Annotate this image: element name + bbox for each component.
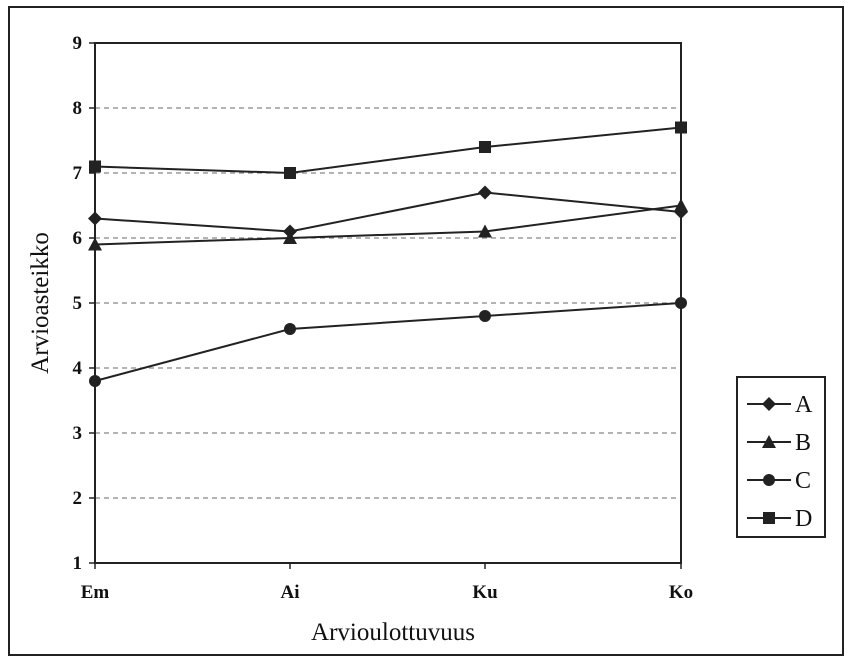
- y-tick-label-3: 3: [73, 423, 83, 444]
- series-line-D: [94, 126, 682, 175]
- legend-label-D: D: [795, 506, 812, 532]
- point-A-Ku: [478, 185, 492, 200]
- legend-item-B: B: [747, 430, 811, 456]
- y-axis-ticks: 1 2 3 4 5 6 7 8 9: [73, 33, 95, 574]
- point-B-Em: [88, 237, 102, 251]
- point-B-Ai: [283, 231, 297, 244]
- point-D-Ku: [479, 141, 491, 153]
- point-D-Ai: [284, 167, 296, 179]
- legend-marker-C: [763, 474, 775, 486]
- legend-label-C: C: [795, 468, 811, 494]
- y-tick-label-9: 9: [73, 33, 83, 54]
- series-D: [89, 121, 687, 179]
- series-C: [89, 297, 687, 387]
- series-line-B: [94, 204, 682, 246]
- point-B-Ku: [478, 224, 492, 238]
- legend-marker-D: [763, 512, 775, 524]
- gridlines: [95, 107, 681, 499]
- legend-label-B: B: [795, 430, 811, 456]
- point-C-Ku: [479, 310, 491, 322]
- y-tick-label-7: 7: [73, 163, 83, 184]
- point-B-Ko: [674, 198, 688, 212]
- point-C-Ai: [284, 323, 296, 335]
- y-tick-label-1: 1: [73, 553, 83, 574]
- y-tick-label-5: 5: [73, 293, 83, 314]
- legend-label-A: A: [795, 392, 813, 418]
- x-tick-label-Ai: Ai: [281, 582, 300, 603]
- x-axis-ticks: Em Ai Ku Ko: [81, 563, 693, 603]
- series-line-C: [94, 302, 682, 382]
- point-D-Em: [89, 160, 101, 173]
- y-tick-label-2: 2: [73, 488, 83, 509]
- x-axis-title: Arvioulottuvuus: [311, 619, 475, 646]
- chart-frame: [8, 6, 844, 656]
- series-line-A: [94, 191, 682, 233]
- point-A-Em: [88, 211, 102, 226]
- series-A: [88, 185, 688, 239]
- legend-item-A: A: [747, 392, 813, 418]
- x-tick-label-Ku: Ku: [472, 582, 498, 603]
- point-D-Ko: [675, 121, 687, 134]
- series-layer: [88, 121, 688, 387]
- y-tick-label-6: 6: [73, 228, 83, 249]
- x-tick-label-Em: Em: [81, 582, 110, 603]
- y-axis-title: Arvioasteikko: [27, 232, 54, 374]
- point-C-Ko: [675, 297, 687, 309]
- x-tick-label-Ko: Ko: [669, 582, 693, 603]
- legend-item-D: D: [747, 506, 812, 532]
- y-tick-label-4: 4: [73, 358, 83, 379]
- y-tick-label-8: 8: [73, 98, 83, 119]
- legend-marker-B: [762, 435, 776, 448]
- legend-marker-A: [762, 397, 776, 411]
- series-B: [88, 198, 688, 251]
- legend-item-C: C: [747, 468, 811, 494]
- point-C-Em: [89, 375, 101, 387]
